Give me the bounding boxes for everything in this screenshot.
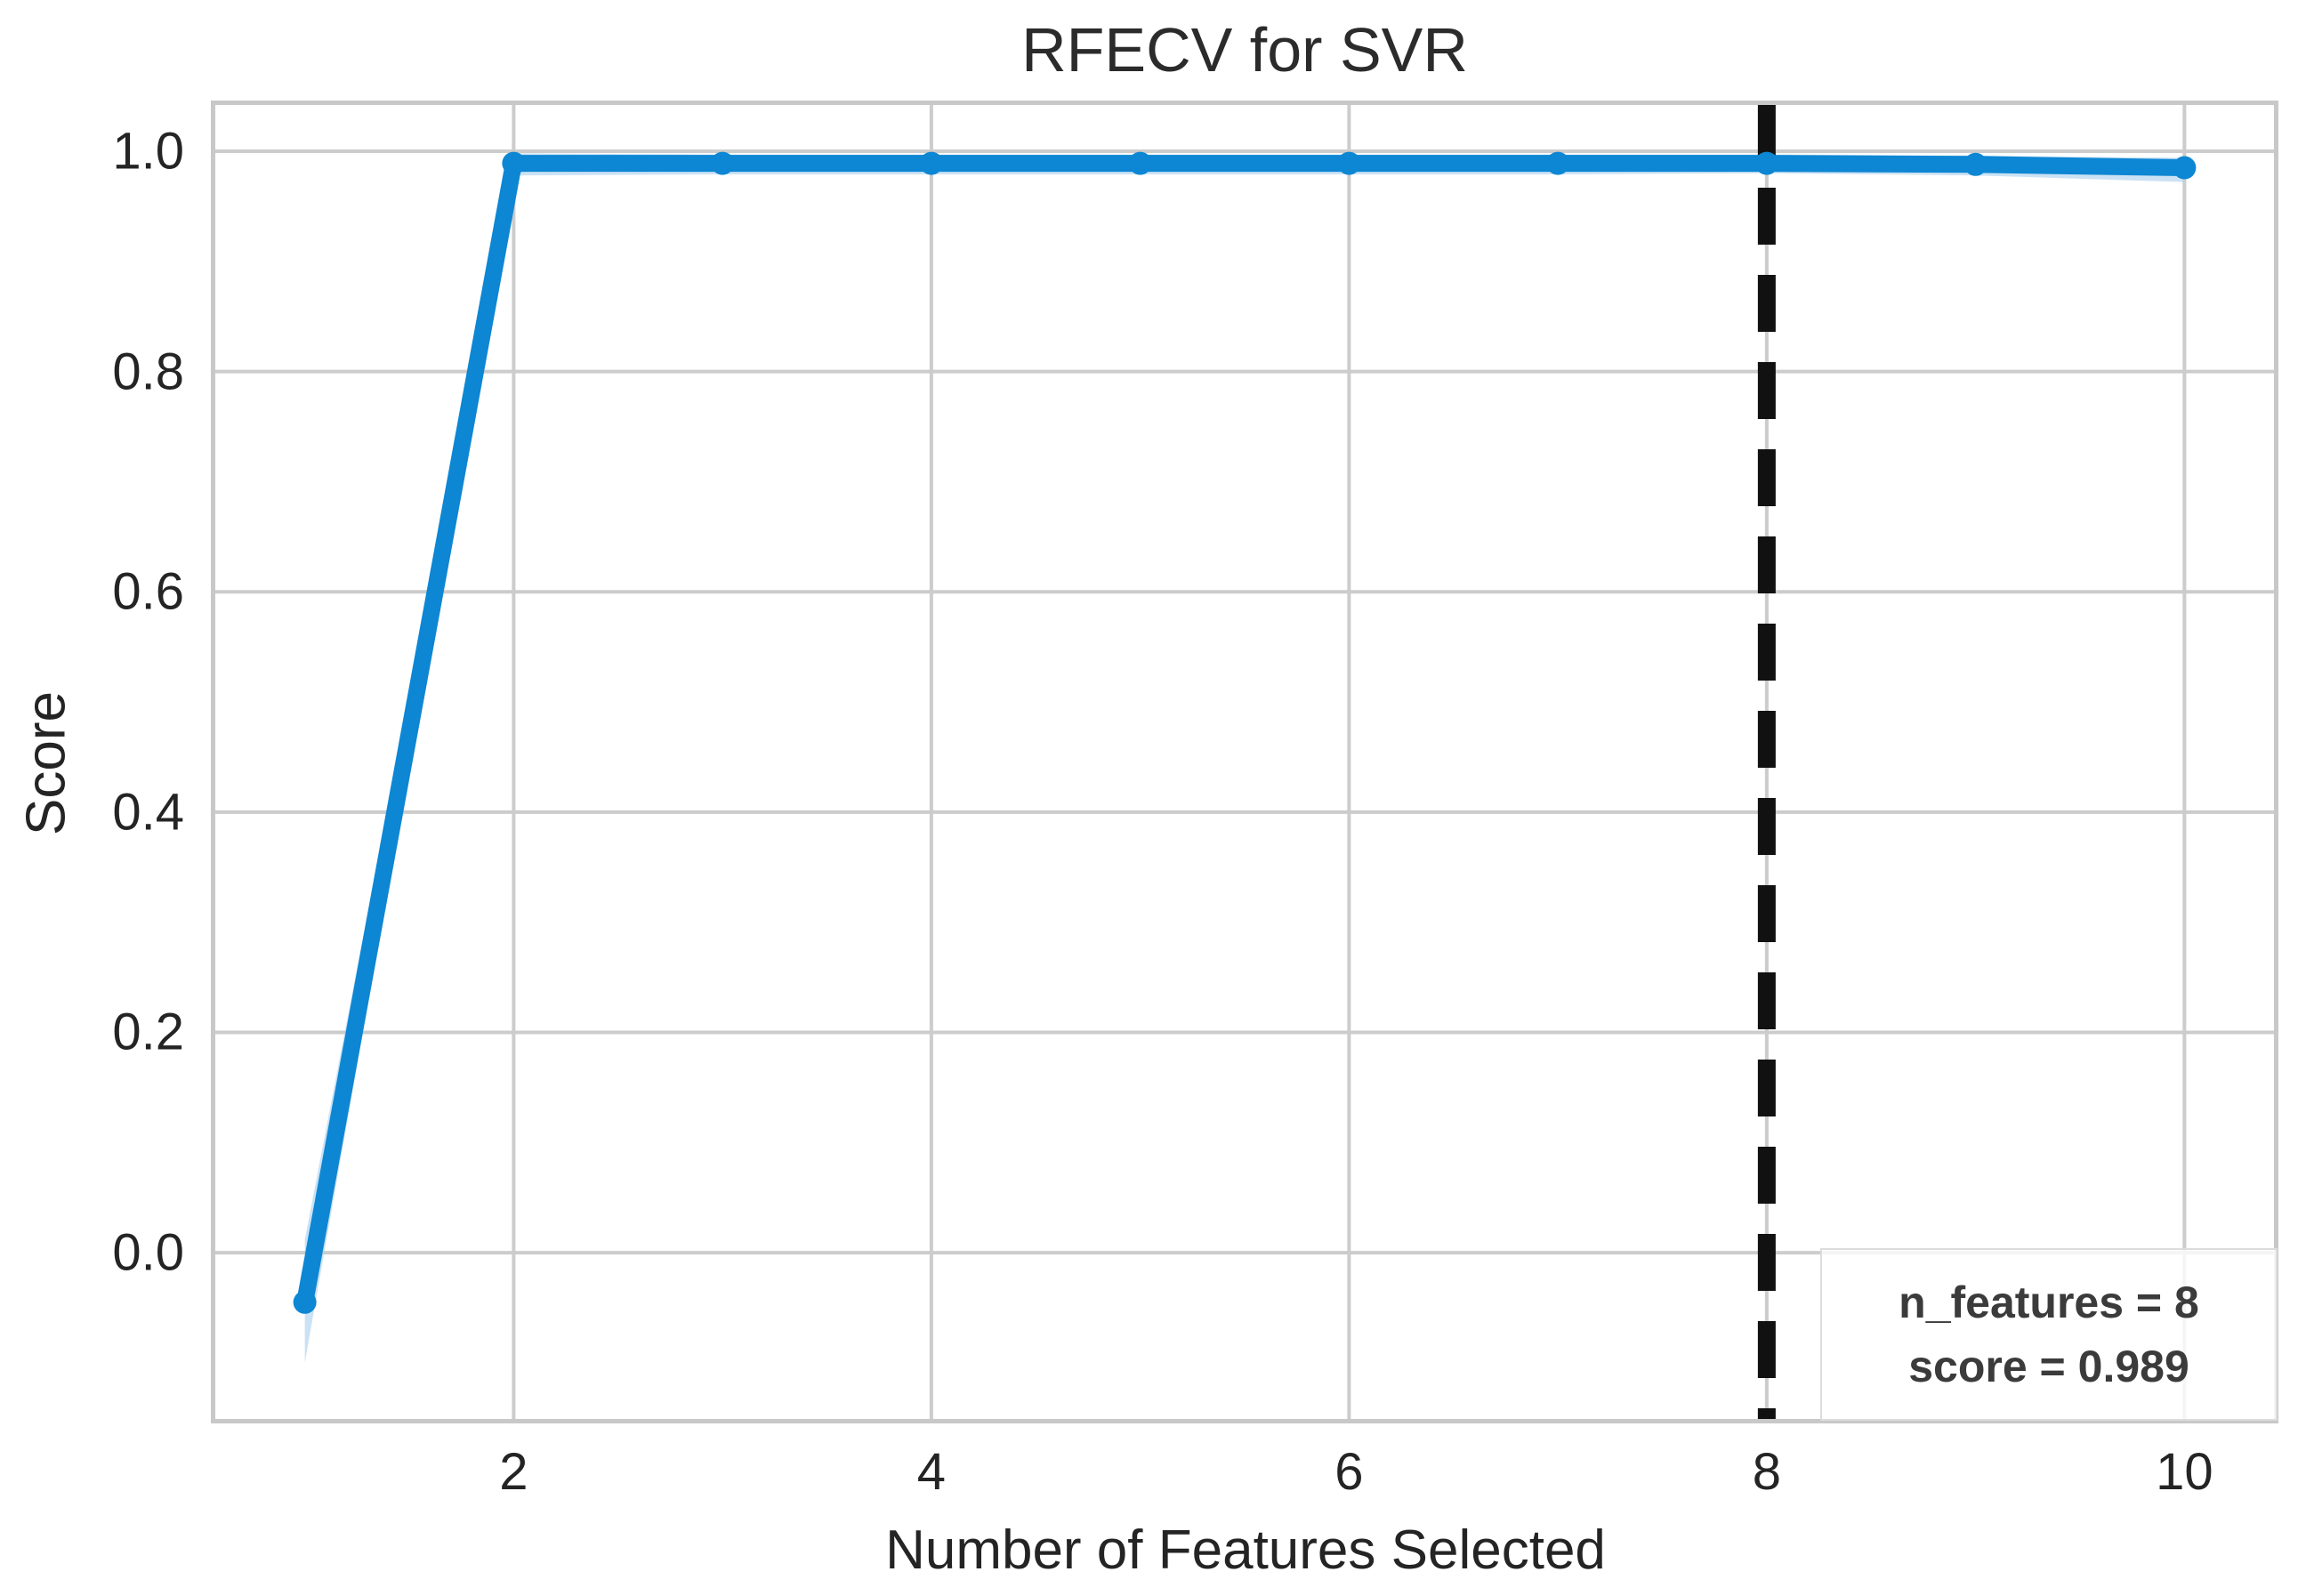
y-axis-label: Score (15, 691, 77, 835)
annotation-n-features: n_features = 8 (1899, 1278, 2199, 1327)
x-axis-label: Number of Features Selected (885, 1519, 1606, 1581)
score-line (296, 155, 2193, 1311)
data-point-marker (2173, 156, 2197, 180)
annotation-box: n_features = 8 score = 0.989 (1820, 1248, 2278, 1421)
x-tick-label: 2 (499, 1443, 528, 1501)
x-tick-label: 6 (1334, 1443, 1364, 1501)
y-tick-label: 0.2 (112, 1003, 184, 1061)
data-point-marker (1754, 151, 1778, 175)
x-tick-label: 10 (2156, 1443, 2213, 1501)
data-point-marker (1337, 151, 1361, 175)
chart-title: RFECV for SVR (1021, 15, 1468, 85)
data-point-marker (1963, 152, 1988, 176)
y-tick-label: 0.8 (112, 343, 184, 401)
axes-spines (211, 101, 2278, 1423)
x-tick-label: 4 (916, 1443, 947, 1501)
data-point-marker (1128, 151, 1152, 175)
plot-background (211, 101, 2278, 1423)
y-tick-label: 0.4 (112, 783, 184, 842)
data-point-marker (293, 1290, 317, 1314)
y-tick-label: 0.0 (112, 1223, 184, 1282)
data-point-marker (711, 151, 735, 175)
annotation-score: score = 0.989 (1908, 1342, 2189, 1391)
y-tick-label: 1.0 (112, 122, 184, 181)
y-tick-label: 0.6 (112, 562, 184, 621)
data-point-marker (919, 151, 943, 175)
plot-area (211, 101, 2278, 1423)
data-point-marker (1546, 151, 1570, 175)
data-point-marker (502, 151, 526, 175)
x-tick-label: 8 (1752, 1443, 1781, 1501)
